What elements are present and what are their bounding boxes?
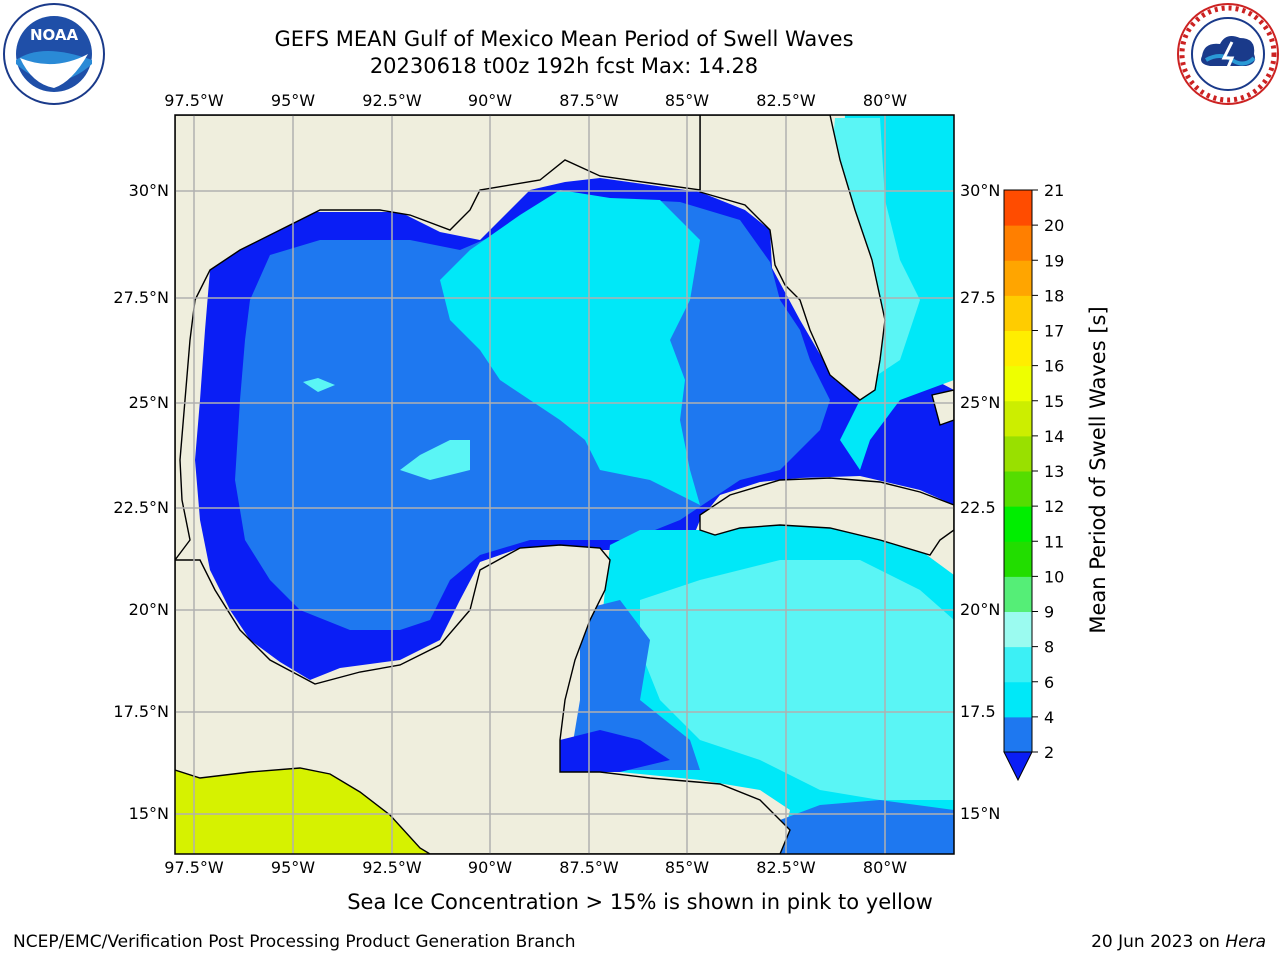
longitude-label: 97.5°W [164, 858, 224, 877]
latitude-label: 25°N [129, 393, 169, 412]
bahamas-land [931, 389, 954, 426]
gulf-swell-cyan-patch [400, 440, 470, 480]
colorbar-tick-label: 17 [1044, 322, 1064, 341]
colorbar-segment [1004, 716, 1032, 753]
footer-host: Hera [1225, 932, 1266, 952]
latitude-label: 22.5 [960, 498, 996, 517]
colorbar-tick-label: 10 [1044, 567, 1064, 586]
colorbar-tick-label: 20 [1044, 216, 1064, 235]
colorbar-segment [1004, 260, 1032, 296]
latitude-label: 15°N [960, 804, 1000, 823]
latitude-label: 30°N [960, 181, 1000, 200]
colorbar-segment [1004, 541, 1032, 577]
florida-land [699, 115, 886, 401]
colorbar-tick-label: 4 [1044, 708, 1054, 727]
latitude-labels-right: 30°N 27.5 25°N 22.5 20°N 17.5 15°N [960, 181, 1000, 823]
colorbar-segment [1004, 225, 1032, 261]
us-gulf-coast-land [175, 115, 701, 562]
colorbar-tick-label: 9 [1044, 603, 1054, 622]
colorbar-tick-label: 18 [1044, 286, 1064, 305]
mexico-land [175, 544, 791, 854]
longitude-label: 80°W [863, 91, 907, 110]
caribbean-swell-light-cyan [640, 560, 954, 800]
colorbar-segment [1004, 681, 1032, 718]
latitude-label: 20°N [129, 600, 169, 619]
colorbar-tick-label: 19 [1044, 251, 1064, 270]
colorbar-tick-label: 6 [1044, 673, 1054, 692]
longitude-label: 85°W [665, 91, 709, 110]
sea-ice-note: Sea Ice Concentration > 15% is shown in … [347, 890, 933, 914]
latitude-label: 25°N [960, 393, 1000, 412]
map-subtitle: 20230618 t00z 192h fcst Max: 14.28 [369, 54, 759, 78]
colorbar-tick-label: 14 [1044, 427, 1064, 446]
longitude-labels-top: 97.5°W 95°W 92.5°W 90°W 87.5°W 85°W 82.5°W 80°W [164, 91, 907, 110]
latitude-labels-left: 30°N 27.5°N 25°N 22.5°N 20°N 17.5°N 15°N [113, 181, 169, 823]
longitude-labels-bottom: 97.5°W 95°W 92.5°W 90°W 87.5°W 85°W 82.5°W 80°W [164, 858, 907, 877]
latitude-label: 20°N [960, 600, 1000, 619]
colorbar-extend-arrow [1003, 751, 1033, 782]
longitude-label: 87.5°W [559, 858, 619, 877]
longitude-label: 87.5°W [559, 91, 619, 110]
latitude-label: 15°N [129, 804, 169, 823]
map-gridlines [175, 115, 954, 854]
latitude-label: 27.5 [960, 288, 996, 307]
caribbean-swell-deep-blue [560, 730, 670, 772]
atlantic-swell-light-cyan [830, 118, 920, 380]
footer-date-text: 20 Jun 2023 on [1091, 932, 1226, 952]
colorbar-tick-label: 2 [1044, 743, 1054, 762]
colorbar-segment [1004, 295, 1032, 331]
longitude-label: 90°W [468, 858, 512, 877]
cuba-land [699, 477, 954, 556]
longitude-label: 92.5°W [362, 858, 422, 877]
colorbar-segment [1004, 646, 1032, 683]
colorbar-tick-label: 8 [1044, 638, 1054, 657]
colorbar-segment [1004, 365, 1032, 402]
latitude-label: 17.5 [960, 702, 996, 721]
latitude-label: 17.5°N [113, 702, 169, 721]
colorbar-tick-label: 16 [1044, 357, 1064, 376]
colorbar-segment [1004, 506, 1032, 542]
colorbar-segment [1004, 611, 1032, 648]
latitude-label: 22.5°N [113, 498, 169, 517]
footer-credit: NCEP/EMC/Verification Post Processing Pr… [13, 932, 576, 952]
colorbar-tick-label: 12 [1044, 497, 1064, 516]
footer-date: 20 Jun 2023 on Hera [1091, 932, 1266, 952]
longitude-label: 80°W [863, 858, 907, 877]
colorbar-segment [1004, 190, 1032, 226]
sea-ice-region [175, 768, 430, 854]
colorbar-tick-label: 13 [1044, 462, 1064, 481]
colorbar-segment [1004, 471, 1032, 507]
map-title: GEFS MEAN Gulf of Mexico Mean Period of … [274, 27, 854, 51]
latitude-label: 30°N [129, 181, 169, 200]
colorbar-segment [1004, 330, 1032, 367]
longitude-label: 97.5°W [164, 91, 224, 110]
longitude-label: 90°W [468, 91, 512, 110]
map-frame [174, 114, 955, 855]
nws-logo [1177, 3, 1279, 105]
map-panel [175, 115, 954, 854]
longitude-label: 95°W [271, 91, 315, 110]
colorbar-label: Mean Period of Swell Waves [s] [1086, 306, 1110, 633]
latitude-label: 27.5°N [113, 288, 169, 307]
noaa-logo: NOAA [3, 3, 105, 105]
svg-text:NOAA: NOAA [30, 26, 79, 44]
longitude-label: 82.5°W [756, 858, 816, 877]
colorbar-segment [1004, 435, 1032, 472]
gulf-swell-cyan [440, 190, 700, 505]
longitude-label: 92.5°W [362, 91, 422, 110]
colorbar-segment [1004, 400, 1032, 437]
colorbar-tick-label: 21 [1044, 181, 1064, 200]
caribbean-swell-blue [570, 600, 700, 770]
colorbar-tick-label: 11 [1044, 532, 1064, 551]
colorbar-segment [1004, 576, 1032, 612]
colorbar: 2 4 6 8 9 10 11 12 13 14 15 16 17 18 19 20 21 [1003, 181, 1064, 782]
longitude-label: 95°W [271, 858, 315, 877]
longitude-label: 85°W [665, 858, 709, 877]
gulf-swell-cyan-patch [303, 378, 335, 392]
colorbar-tick-label: 15 [1044, 392, 1064, 411]
longitude-label: 82.5°W [756, 91, 816, 110]
